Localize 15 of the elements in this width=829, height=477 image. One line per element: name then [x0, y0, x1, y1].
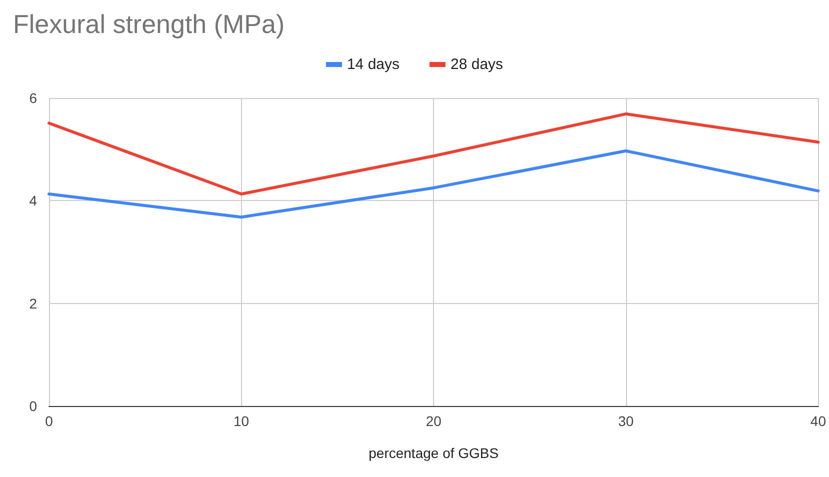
y-tick-label: 4 [29, 192, 38, 209]
x-tick-label: 10 [234, 413, 250, 429]
y-tick-label: 6 [29, 90, 38, 106]
line-series [48, 112, 820, 196]
y-tick-label: 0 [29, 398, 38, 414]
x-tick-label: 40 [810, 413, 826, 429]
legend-label: 28 days [450, 56, 504, 73]
line-series [48, 149, 820, 219]
x-axis-title: percentage of GGBS [368, 445, 499, 461]
chart-title: Flexural strength (MPa) [13, 9, 285, 39]
legend-label: 14 days [346, 56, 400, 73]
x-tick-label: 30 [618, 413, 634, 429]
x-tick-label: 20 [426, 413, 442, 429]
y-tick-label: 2 [29, 295, 38, 312]
x-tick-label: 0 [45, 413, 54, 429]
